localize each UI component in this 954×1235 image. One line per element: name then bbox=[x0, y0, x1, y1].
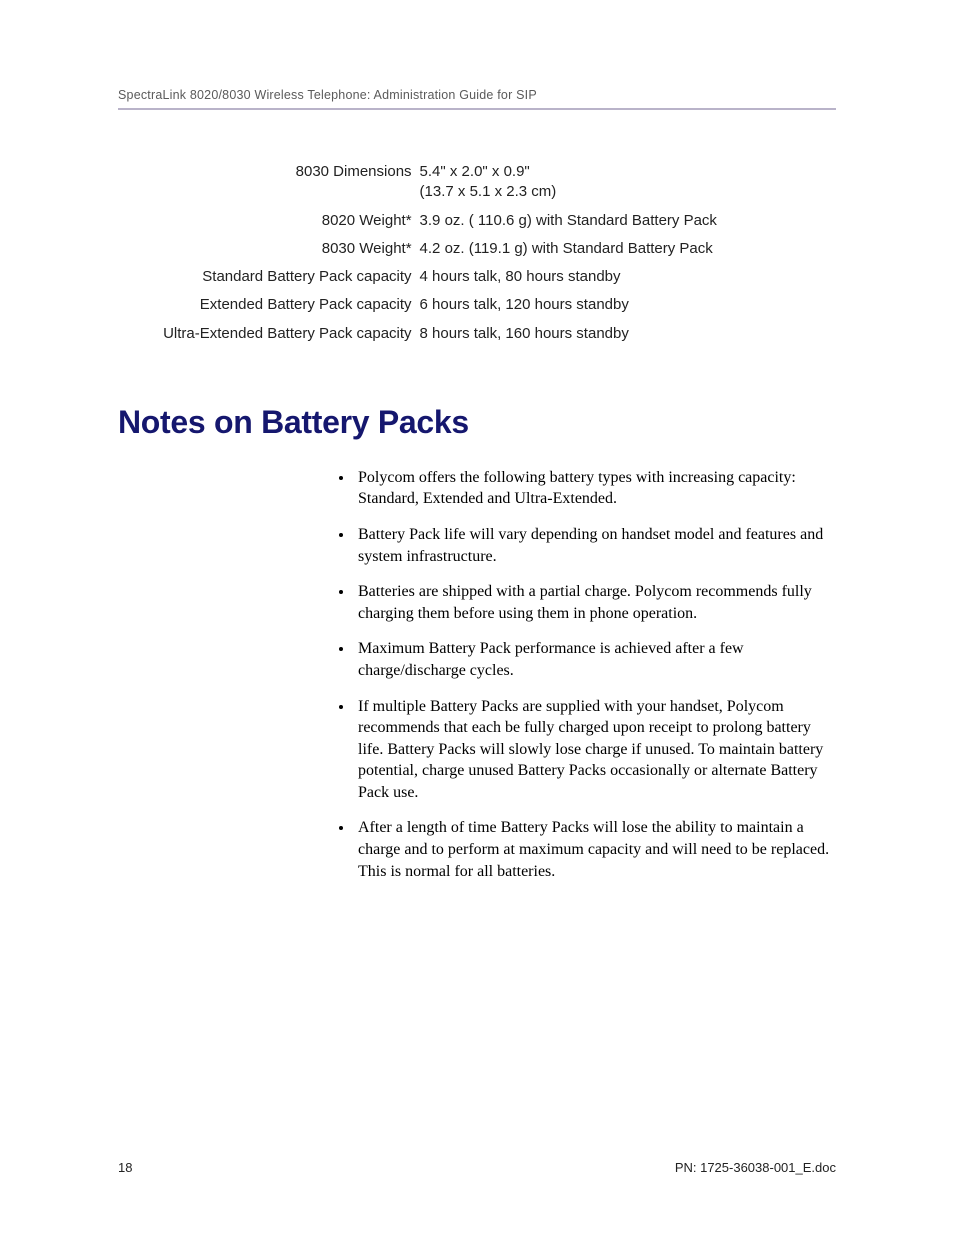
spec-row: Extended Battery Pack capacity 6 hours t… bbox=[118, 291, 836, 319]
spec-value: 4.2 oz. (119.1 g) with Standard Battery … bbox=[420, 235, 836, 263]
note-item: If multiple Battery Packs are supplied w… bbox=[354, 696, 836, 804]
page-container: SpectraLink 8020/8030 Wireless Telephone… bbox=[0, 0, 954, 1235]
note-item: After a length of time Battery Packs wil… bbox=[354, 817, 836, 882]
spec-value: 3.9 oz. ( 110.6 g) with Standard Battery… bbox=[420, 207, 836, 235]
notes-list: Polycom offers the following battery typ… bbox=[334, 467, 836, 883]
page-header-text: SpectraLink 8020/8030 Wireless Telephone… bbox=[118, 88, 836, 108]
spec-row: 8030 Dimensions 5.4" x 2.0" x 0.9"(13.7 … bbox=[118, 158, 836, 207]
page-number: 18 bbox=[118, 1160, 132, 1175]
section-heading: Notes on Battery Packs bbox=[118, 404, 836, 441]
document-reference: PN: 1725-36038-001_E.doc bbox=[675, 1160, 836, 1175]
spec-row: 8030 Weight* 4.2 oz. (119.1 g) with Stan… bbox=[118, 235, 836, 263]
spec-label: 8030 Weight* bbox=[118, 235, 420, 263]
spec-value: 4 hours talk, 80 hours standby bbox=[420, 263, 836, 291]
spec-value: 6 hours talk, 120 hours standby bbox=[420, 291, 836, 319]
spec-row: Ultra-Extended Battery Pack capacity 8 h… bbox=[118, 320, 836, 348]
spec-label: 8030 Dimensions bbox=[118, 158, 420, 207]
note-item: Batteries are shipped with a partial cha… bbox=[354, 581, 836, 624]
spec-row: Standard Battery Pack capacity 4 hours t… bbox=[118, 263, 836, 291]
note-item: Polycom offers the following battery typ… bbox=[354, 467, 836, 510]
spec-row: 8020 Weight* 3.9 oz. ( 110.6 g) with Sta… bbox=[118, 207, 836, 235]
spec-label: 8020 Weight* bbox=[118, 207, 420, 235]
spec-value: 8 hours talk, 160 hours standby bbox=[420, 320, 836, 348]
spec-value: 5.4" x 2.0" x 0.9"(13.7 x 5.1 x 2.3 cm) bbox=[420, 158, 836, 207]
specifications-table: 8030 Dimensions 5.4" x 2.0" x 0.9"(13.7 … bbox=[118, 158, 836, 348]
spec-label: Ultra-Extended Battery Pack capacity bbox=[118, 320, 420, 348]
note-item: Battery Pack life will vary depending on… bbox=[354, 524, 836, 567]
note-item: Maximum Battery Pack performance is achi… bbox=[354, 638, 836, 681]
spec-label: Extended Battery Pack capacity bbox=[118, 291, 420, 319]
header-rule bbox=[118, 108, 836, 110]
spec-label: Standard Battery Pack capacity bbox=[118, 263, 420, 291]
page-footer: 18 PN: 1725-36038-001_E.doc bbox=[118, 1160, 836, 1175]
